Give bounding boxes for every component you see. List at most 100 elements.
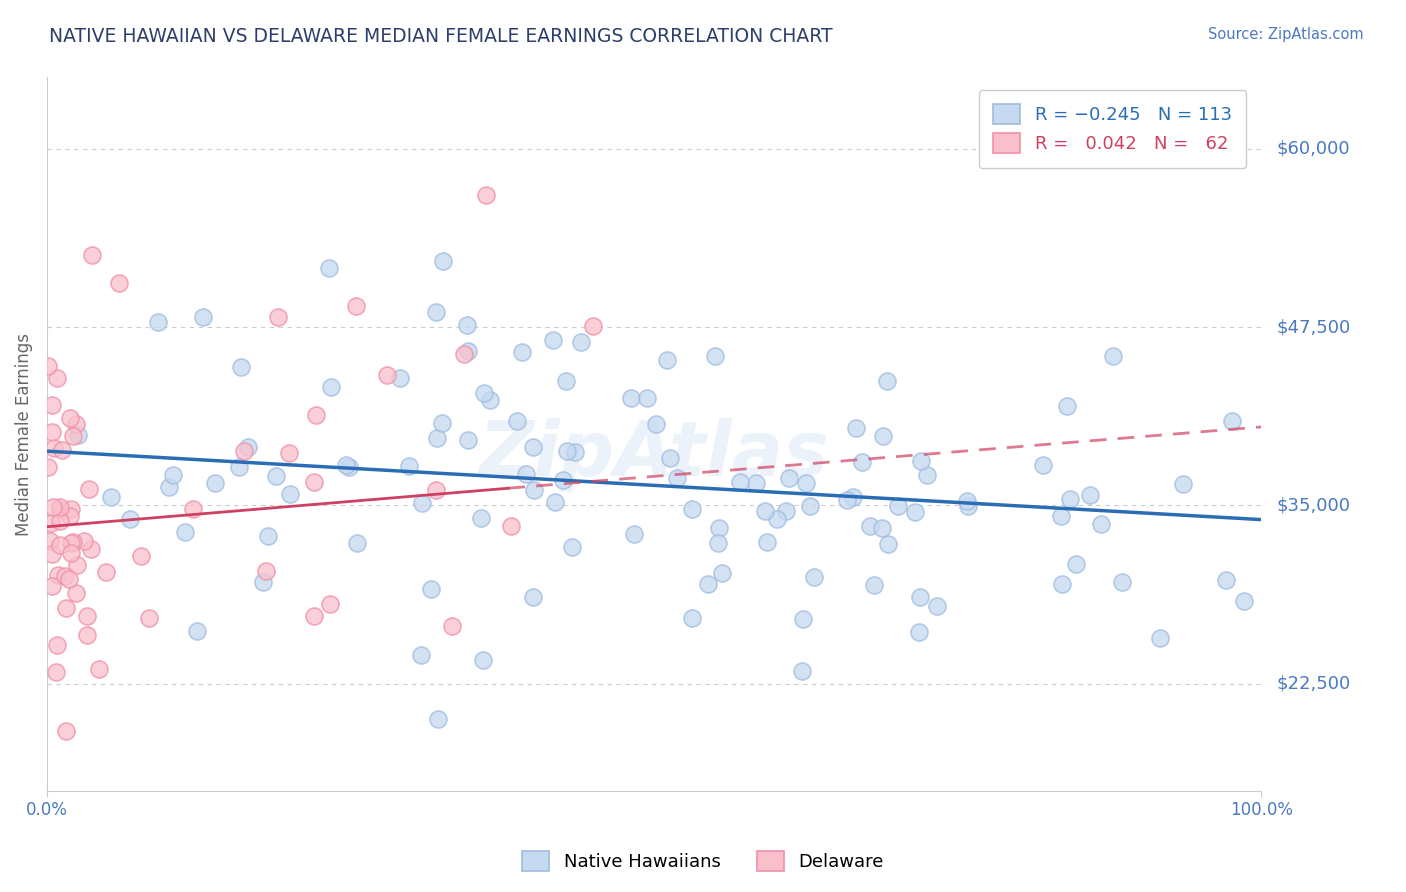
Point bbox=[1102, 349, 1125, 363]
Point bbox=[425, 305, 447, 319]
Point bbox=[908, 590, 931, 604]
Point bbox=[425, 483, 447, 497]
Point bbox=[1215, 573, 1237, 587]
Legend: Native Hawaiians, Delaware: Native Hawaiians, Delaware bbox=[515, 844, 891, 879]
Point bbox=[1050, 576, 1073, 591]
Point bbox=[794, 476, 817, 491]
Point bbox=[79, 483, 101, 497]
Point bbox=[457, 343, 479, 358]
Point bbox=[1050, 508, 1073, 523]
Point bbox=[49, 514, 72, 528]
Point bbox=[623, 527, 645, 541]
Point bbox=[681, 502, 703, 516]
Point bbox=[803, 570, 825, 584]
Point bbox=[544, 495, 567, 509]
Point bbox=[775, 504, 797, 518]
Point bbox=[335, 458, 357, 472]
Point bbox=[146, 315, 169, 329]
Point bbox=[957, 499, 980, 513]
Text: $47,500: $47,500 bbox=[1277, 318, 1350, 336]
Point bbox=[501, 518, 523, 533]
Point bbox=[471, 653, 494, 667]
Point bbox=[44, 441, 66, 455]
Point bbox=[655, 353, 678, 368]
Point bbox=[76, 628, 98, 642]
Point bbox=[564, 444, 586, 458]
Point bbox=[228, 459, 250, 474]
Point bbox=[49, 500, 72, 514]
Point bbox=[523, 483, 546, 497]
Point bbox=[522, 441, 544, 455]
Point bbox=[181, 501, 204, 516]
Point bbox=[510, 344, 533, 359]
Point bbox=[48, 567, 70, 582]
Point bbox=[60, 501, 83, 516]
Point bbox=[645, 417, 668, 431]
Point bbox=[707, 521, 730, 535]
Point bbox=[910, 454, 932, 468]
Point bbox=[76, 608, 98, 623]
Point bbox=[876, 374, 898, 388]
Point bbox=[427, 712, 450, 726]
Point bbox=[859, 518, 882, 533]
Point bbox=[745, 475, 768, 490]
Point bbox=[872, 429, 894, 443]
Point bbox=[555, 443, 578, 458]
Point bbox=[1090, 516, 1112, 531]
Point bbox=[851, 455, 873, 469]
Point bbox=[1111, 574, 1133, 589]
Point bbox=[278, 486, 301, 500]
Point bbox=[138, 610, 160, 624]
Point bbox=[620, 391, 643, 405]
Point bbox=[73, 533, 96, 548]
Point bbox=[45, 665, 67, 679]
Point bbox=[441, 619, 464, 633]
Point bbox=[419, 582, 441, 596]
Point bbox=[59, 508, 82, 523]
Point bbox=[778, 471, 800, 485]
Point bbox=[696, 577, 718, 591]
Point bbox=[872, 521, 894, 535]
Point bbox=[278, 446, 301, 460]
Point bbox=[915, 467, 938, 482]
Point bbox=[231, 359, 253, 374]
Point bbox=[238, 440, 260, 454]
Point bbox=[457, 433, 479, 447]
Point bbox=[157, 480, 180, 494]
Point bbox=[554, 375, 576, 389]
Point bbox=[755, 535, 778, 549]
Point bbox=[792, 612, 814, 626]
Point bbox=[42, 812, 65, 826]
Point bbox=[162, 468, 184, 483]
Point bbox=[174, 524, 197, 539]
Point bbox=[319, 597, 342, 611]
Point bbox=[636, 391, 658, 405]
Point bbox=[59, 535, 82, 549]
Point bbox=[478, 392, 501, 407]
Point bbox=[252, 574, 274, 589]
Point bbox=[863, 578, 886, 592]
Point bbox=[302, 609, 325, 624]
Point bbox=[432, 417, 454, 431]
Point bbox=[1032, 458, 1054, 473]
Point bbox=[398, 458, 420, 473]
Point bbox=[49, 503, 72, 517]
Point bbox=[232, 444, 254, 458]
Point bbox=[375, 368, 398, 382]
Point bbox=[51, 442, 73, 457]
Text: Source: ZipAtlas.com: Source: ZipAtlas.com bbox=[1208, 27, 1364, 42]
Point bbox=[267, 310, 290, 325]
Point bbox=[541, 333, 564, 347]
Point bbox=[191, 310, 214, 324]
Point bbox=[1171, 476, 1194, 491]
Point bbox=[835, 493, 858, 508]
Point bbox=[506, 414, 529, 428]
Point bbox=[62, 429, 84, 443]
Legend: R = −0.245   N = 113, R =   0.042   N =   62: R = −0.245 N = 113, R = 0.042 N = 62 bbox=[979, 90, 1246, 168]
Point bbox=[841, 491, 863, 505]
Point bbox=[108, 276, 131, 290]
Point bbox=[257, 529, 280, 543]
Point bbox=[388, 371, 411, 385]
Point bbox=[66, 558, 89, 572]
Point bbox=[799, 500, 821, 514]
